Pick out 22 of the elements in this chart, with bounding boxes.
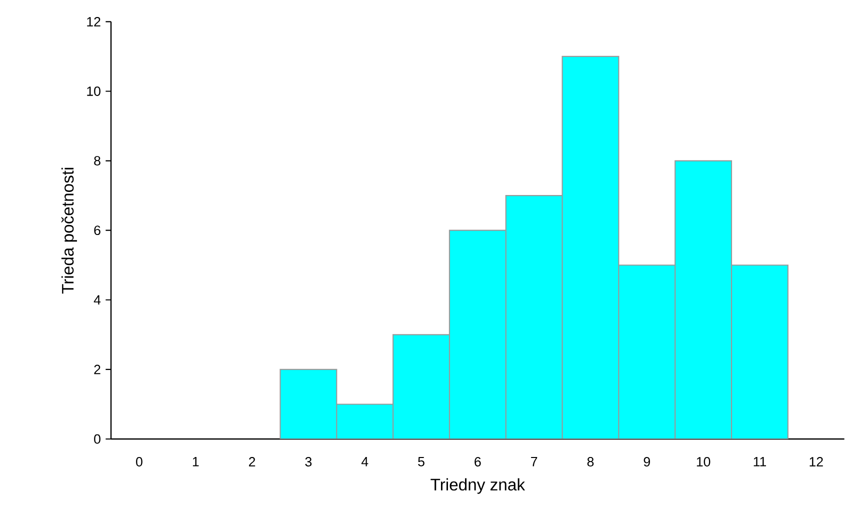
y-tick-label: 6 <box>94 226 100 236</box>
x-tick-label: 10 <box>696 457 710 466</box>
x-tick-label: 1 <box>192 457 199 466</box>
x-tick-label: 8 <box>587 457 594 466</box>
y-tick-label: 10 <box>87 86 100 96</box>
x-tick-label: 0 <box>136 457 142 466</box>
x-tick-label: 11 <box>754 457 766 466</box>
x-tick-label: 6 <box>474 457 481 466</box>
x-tick-label: 4 <box>361 457 368 466</box>
y-tick-label: 2 <box>94 364 100 374</box>
x-tick-label: 2 <box>248 457 256 466</box>
x-tick-label: 9 <box>644 457 650 466</box>
x-tick-label: 12 <box>810 457 823 466</box>
y-tick-label: 4 <box>94 295 101 304</box>
y-axis-title: Trieda početnosti <box>61 168 77 294</box>
x-tick-label: 5 <box>418 457 424 466</box>
y-tick-label: 8 <box>94 156 100 166</box>
y-tick-label: 0 <box>94 434 100 444</box>
x-axis-title: Triedny znak <box>430 478 526 494</box>
y-tick-label: 12 <box>87 17 100 26</box>
x-tick-label: 3 <box>305 457 312 466</box>
x-tick-label: 7 <box>531 457 538 466</box>
